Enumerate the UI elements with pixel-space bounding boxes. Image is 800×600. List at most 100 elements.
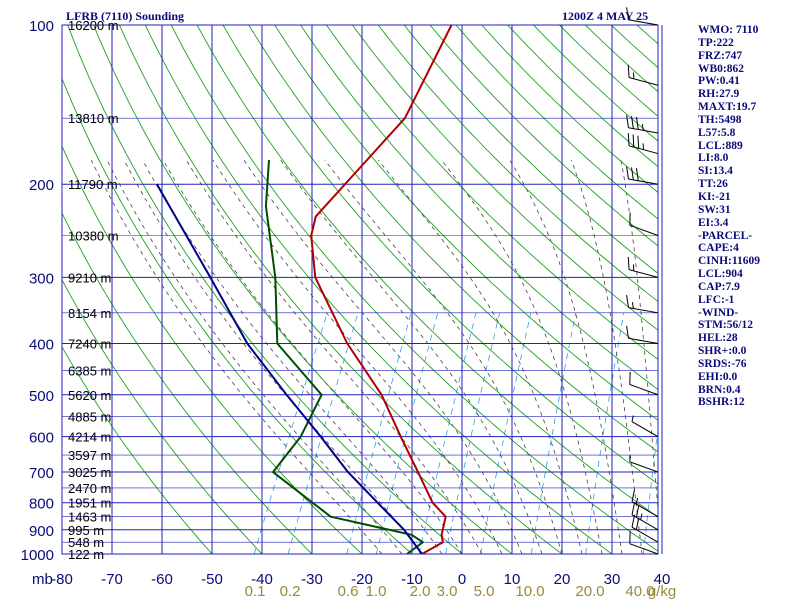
- temperature-tick-label: 0: [458, 571, 466, 588]
- wind-barb: [631, 502, 659, 531]
- wind-barb-half-feather: [631, 415, 634, 422]
- dry-adiabat-line: [170, 25, 658, 552]
- temperature-tick-label: -80: [51, 571, 73, 588]
- moist-adiabat-line: [377, 159, 583, 554]
- moist-adiabat-line: [571, 159, 643, 554]
- plot-frame: [61, 24, 659, 555]
- wind-barb-half-feather: [641, 124, 644, 131]
- wind-barb-staff: [629, 224, 659, 236]
- moist-adiabat-line: [106, 159, 403, 554]
- height-label: 7240 m: [68, 336, 111, 351]
- wind-barb-feather: [626, 7, 629, 20]
- moist-adiabat-line: [280, 159, 543, 554]
- wind-barb: [627, 256, 659, 278]
- mixing-ratio-label: 5.0: [474, 583, 495, 600]
- mixing-ratio-label: 0.1: [245, 583, 266, 600]
- wind-barb-feather: [632, 134, 635, 148]
- wind-barb-feather: [631, 116, 634, 129]
- wind-barb-feather: [635, 504, 640, 518]
- index-item: -WIND-: [698, 306, 739, 319]
- wind-barb: [629, 531, 659, 555]
- wind-barb-feather: [626, 115, 629, 128]
- wind-barbs: [626, 7, 659, 555]
- mixing-ratio-line: [287, 312, 359, 554]
- temperature-tick-label: -40: [251, 571, 273, 588]
- temperature-tick-label: -20: [351, 571, 373, 588]
- moist-adiabat-line: [509, 159, 623, 554]
- pressure-tick-label: 200: [29, 177, 54, 194]
- dry-adiabat-line: [93, 25, 513, 554]
- index-item: BSHR:12: [698, 396, 745, 409]
- wind-barb-staff: [628, 19, 659, 26]
- wind-barb: [626, 166, 659, 185]
- wind-barb-staff: [629, 461, 659, 473]
- wind-barb: [626, 295, 659, 314]
- mixing-ratio-label: 1.0: [366, 583, 387, 600]
- index-item: CINH:11609: [698, 255, 760, 268]
- index-item: LCL:904: [698, 268, 743, 281]
- temperature-tick-label: 20: [554, 571, 571, 588]
- mixing-ratio-line: [585, 312, 625, 554]
- parcel-profile-line: [156, 183, 423, 554]
- wind-barb-feather: [635, 517, 640, 530]
- index-item: PW:0.41: [698, 75, 740, 88]
- moist-adiabat-line: [162, 159, 463, 554]
- height-label: 4214 m: [68, 430, 111, 445]
- dry-adiabats: [62, 25, 658, 554]
- wind-barb-feather: [626, 325, 629, 339]
- wind-barb: [627, 133, 659, 155]
- height-label: 4885 m: [68, 410, 111, 425]
- pressure-tick-label: 100: [29, 18, 54, 35]
- wind-barb-feather: [626, 295, 629, 308]
- index-item: SRDS:-76: [698, 357, 747, 370]
- height-label: 16200 m: [68, 18, 119, 33]
- dewpoint-profile-line: [264, 159, 424, 554]
- wind-barb-feather: [631, 167, 634, 180]
- index-item: FRZ:747: [698, 49, 743, 62]
- wind-barb: [626, 115, 659, 134]
- temperature-tick-label: 10: [504, 571, 521, 588]
- wind-barb-feather: [627, 256, 630, 270]
- mixing-ratio-line: [418, 312, 477, 554]
- temperature-tick-label: -60: [151, 571, 173, 588]
- wind-barb-half-feather: [635, 497, 639, 505]
- mixing-ratio-label: 3.0: [437, 583, 458, 600]
- pressure-tick-label: 600: [29, 430, 54, 447]
- height-label: 995 m: [68, 523, 104, 538]
- moist-adiabat-line: [324, 159, 563, 554]
- mixing-ratio-line: [643, 426, 658, 554]
- wind-barb: [629, 371, 659, 396]
- index-item: WB0:862: [698, 62, 744, 75]
- moist-adiabat-line: [185, 159, 483, 554]
- wind-barb: [627, 64, 659, 86]
- dry-adiabat-line: [222, 25, 658, 485]
- wind-barb: [631, 514, 659, 543]
- wind-barb-feather: [635, 116, 639, 130]
- index-item: TT:26: [698, 178, 728, 191]
- height-label: 6385 m: [68, 364, 111, 379]
- index-item: EHI:0.0: [698, 370, 738, 383]
- station-title: LFRB (7110) Sounding: [66, 9, 185, 23]
- wind-barb: [629, 212, 659, 236]
- dry-adiabat-line: [584, 25, 658, 93]
- moist-adiabat-line: [123, 159, 423, 554]
- temperature-tick-label: -10: [401, 571, 423, 588]
- index-item: CAP:7.9: [698, 280, 740, 293]
- pressure-tick-label: 400: [29, 336, 54, 353]
- moist-adiabat-line: [212, 159, 503, 554]
- index-item: BRN:0.4: [698, 383, 741, 396]
- mixing-ratio-line: [445, 312, 501, 554]
- dry-adiabat-line: [118, 25, 563, 554]
- wind-barb: [629, 455, 659, 473]
- wind-barb-feather: [631, 489, 636, 502]
- valid-time: 1200Z 4 MAY 25: [562, 9, 649, 23]
- index-item: LI:8.0: [698, 152, 729, 165]
- wind-barb-feather: [631, 514, 636, 528]
- wind-barb-staff: [629, 543, 659, 555]
- wind-barb-staff: [628, 127, 659, 134]
- wind-barb-feather: [631, 502, 636, 515]
- index-item: CAPE:4: [698, 242, 739, 255]
- wind-barb: [631, 489, 659, 518]
- mixing-ratio-label: 0.6: [338, 583, 359, 600]
- wind-barb-staff: [628, 337, 659, 344]
